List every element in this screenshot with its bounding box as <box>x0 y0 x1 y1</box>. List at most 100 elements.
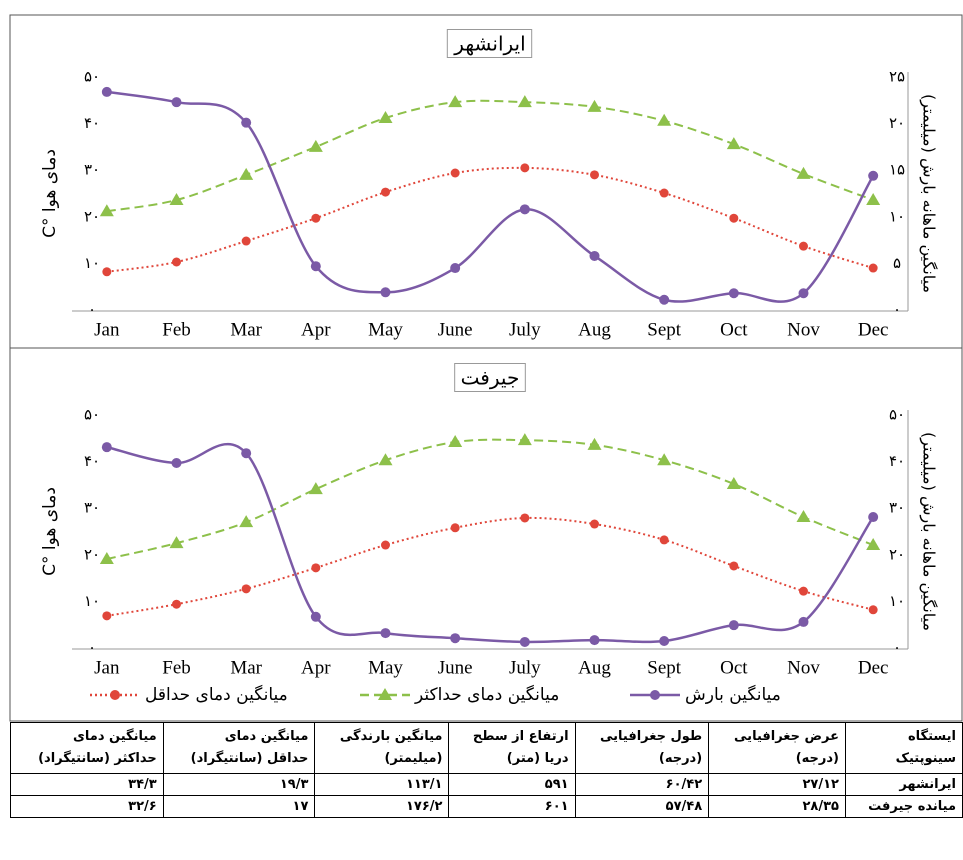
y-tick-label: ۴۰ <box>84 114 100 132</box>
header-text: ارتفاع از سطح <box>472 729 569 744</box>
point <box>171 97 182 108</box>
legend-label: میانگین بارش <box>685 684 781 705</box>
header-text: ایستگاه <box>908 729 956 744</box>
x-tick-label: Sept <box>647 657 682 678</box>
point <box>868 263 878 273</box>
point <box>450 523 460 533</box>
x-tick-label: Apr <box>301 657 331 678</box>
title-box <box>446 29 533 58</box>
y-tick-label: ۳۰ <box>84 499 100 517</box>
header-text: میانگین دمای <box>72 729 157 744</box>
point <box>450 263 461 274</box>
series-line <box>106 99 874 213</box>
header-text: حداقل (سانتیگراد) <box>190 751 309 766</box>
y-tick-label: ۵۰ <box>84 68 100 86</box>
x-tick-label: Nov <box>787 319 820 340</box>
y-tick-label: ٠ <box>88 301 96 319</box>
point <box>241 117 252 128</box>
point <box>728 620 739 631</box>
point <box>378 111 393 124</box>
frame <box>9 347 963 722</box>
header-row: ایستگاه سینوپتیک عرض جغرافیایی (درجه) طول جغ… <box>10 722 963 774</box>
header-cell: میانگین بارندگی (میلیمتر) <box>314 722 450 774</box>
table-cell: ۶۰۱ <box>448 795 576 818</box>
y-axis-title: دمای هوا °C <box>40 487 60 576</box>
point <box>798 288 809 299</box>
table-cell: میانده جیرفت <box>845 795 963 818</box>
point <box>520 513 530 523</box>
x-tick-label: Mar <box>230 657 262 678</box>
y2-tick-label: ۲۰ <box>889 545 905 563</box>
header-text: طول جغرافیایی <box>599 729 703 744</box>
point <box>798 616 809 627</box>
point <box>799 241 808 251</box>
point <box>659 294 670 305</box>
point <box>171 457 182 468</box>
point <box>590 519 599 529</box>
point <box>101 442 112 453</box>
point <box>659 636 670 647</box>
y2-tick-label: ۲۰ <box>889 114 905 132</box>
y2-tick-label: ٠ <box>893 639 901 657</box>
table-cell: ۱۷ <box>162 795 316 818</box>
y2-tick-label: ٠ <box>893 301 901 319</box>
point <box>308 139 323 152</box>
point <box>310 261 321 272</box>
series-line <box>106 516 874 617</box>
y2-tick-label: ۵۰ <box>889 406 905 424</box>
table-cell: ۳۲/۶ <box>10 795 164 818</box>
point <box>169 536 184 549</box>
y-tick-label: ۵۰ <box>84 406 100 424</box>
table-cell: ۱۱۳/۱ <box>314 773 450 796</box>
point <box>99 204 114 217</box>
header-cell: طول جغرافیایی (درجه) <box>574 722 710 774</box>
point <box>587 437 602 450</box>
header-cell: میانگین دمای حداقل (سانتیگراد) <box>162 722 316 774</box>
x-tick-label: June <box>438 657 473 678</box>
table-row: ایرانشهر ۲۷/۱۲ ۶۰/۴۲ ۵۹۱ ۱۱۳/۱ ۱۹/۳ ۳۴/۳ <box>10 773 963 796</box>
table-cell: ۳۴/۳ <box>10 773 164 796</box>
x-tick-label: Dec <box>858 657 889 678</box>
y2-tick-label: ۵ <box>893 254 901 272</box>
x-tick-label: Jan <box>94 657 120 678</box>
point <box>726 137 741 150</box>
legend-marker <box>378 688 392 700</box>
y2-tick-label: ۴۰ <box>889 452 905 470</box>
x-tick-label: Sept <box>647 319 682 340</box>
y-tick-label: ۲۰ <box>84 207 100 225</box>
y2-tick-label: ۱۰ <box>889 592 905 610</box>
y-axis-title: دمای هوا °C <box>40 149 60 238</box>
point <box>381 187 390 197</box>
point <box>729 561 739 571</box>
point <box>796 166 811 179</box>
point <box>239 515 254 528</box>
y2-tick-label: ۱۰ <box>889 207 905 225</box>
x-tick-label: Apr <box>301 319 331 340</box>
y2-tick-label: ۱۵ <box>889 161 905 179</box>
header-text: عرض جغرافیایی <box>734 729 839 744</box>
x-tick-label: May <box>368 319 403 340</box>
point <box>517 433 532 446</box>
point <box>520 163 530 173</box>
point <box>308 482 323 495</box>
point <box>868 170 879 181</box>
y2-tick-label: ۳۰ <box>889 499 905 517</box>
point <box>657 453 672 466</box>
point <box>172 257 181 267</box>
point <box>450 633 461 644</box>
legend-marker <box>650 690 660 700</box>
table-cell: ایرانشهر <box>845 773 963 796</box>
point <box>381 540 390 550</box>
point <box>517 95 532 108</box>
point <box>169 193 184 206</box>
header-text: میانگین بارندگی <box>339 729 443 744</box>
table-row: میانده جیرفت ۲۸/۳۵ ۵۷/۴۸ ۶۰۱ ۱۷۶/۲ ۱۷ ۳۲/۶ <box>10 795 963 818</box>
series-line <box>106 442 875 644</box>
series-line <box>106 438 874 560</box>
x-tick-label: July <box>509 657 541 678</box>
point <box>726 476 741 489</box>
point <box>311 563 321 573</box>
y-tick-label: ۴۰ <box>84 452 100 470</box>
header-text: سینوپتیک <box>895 751 956 766</box>
point <box>587 99 602 112</box>
